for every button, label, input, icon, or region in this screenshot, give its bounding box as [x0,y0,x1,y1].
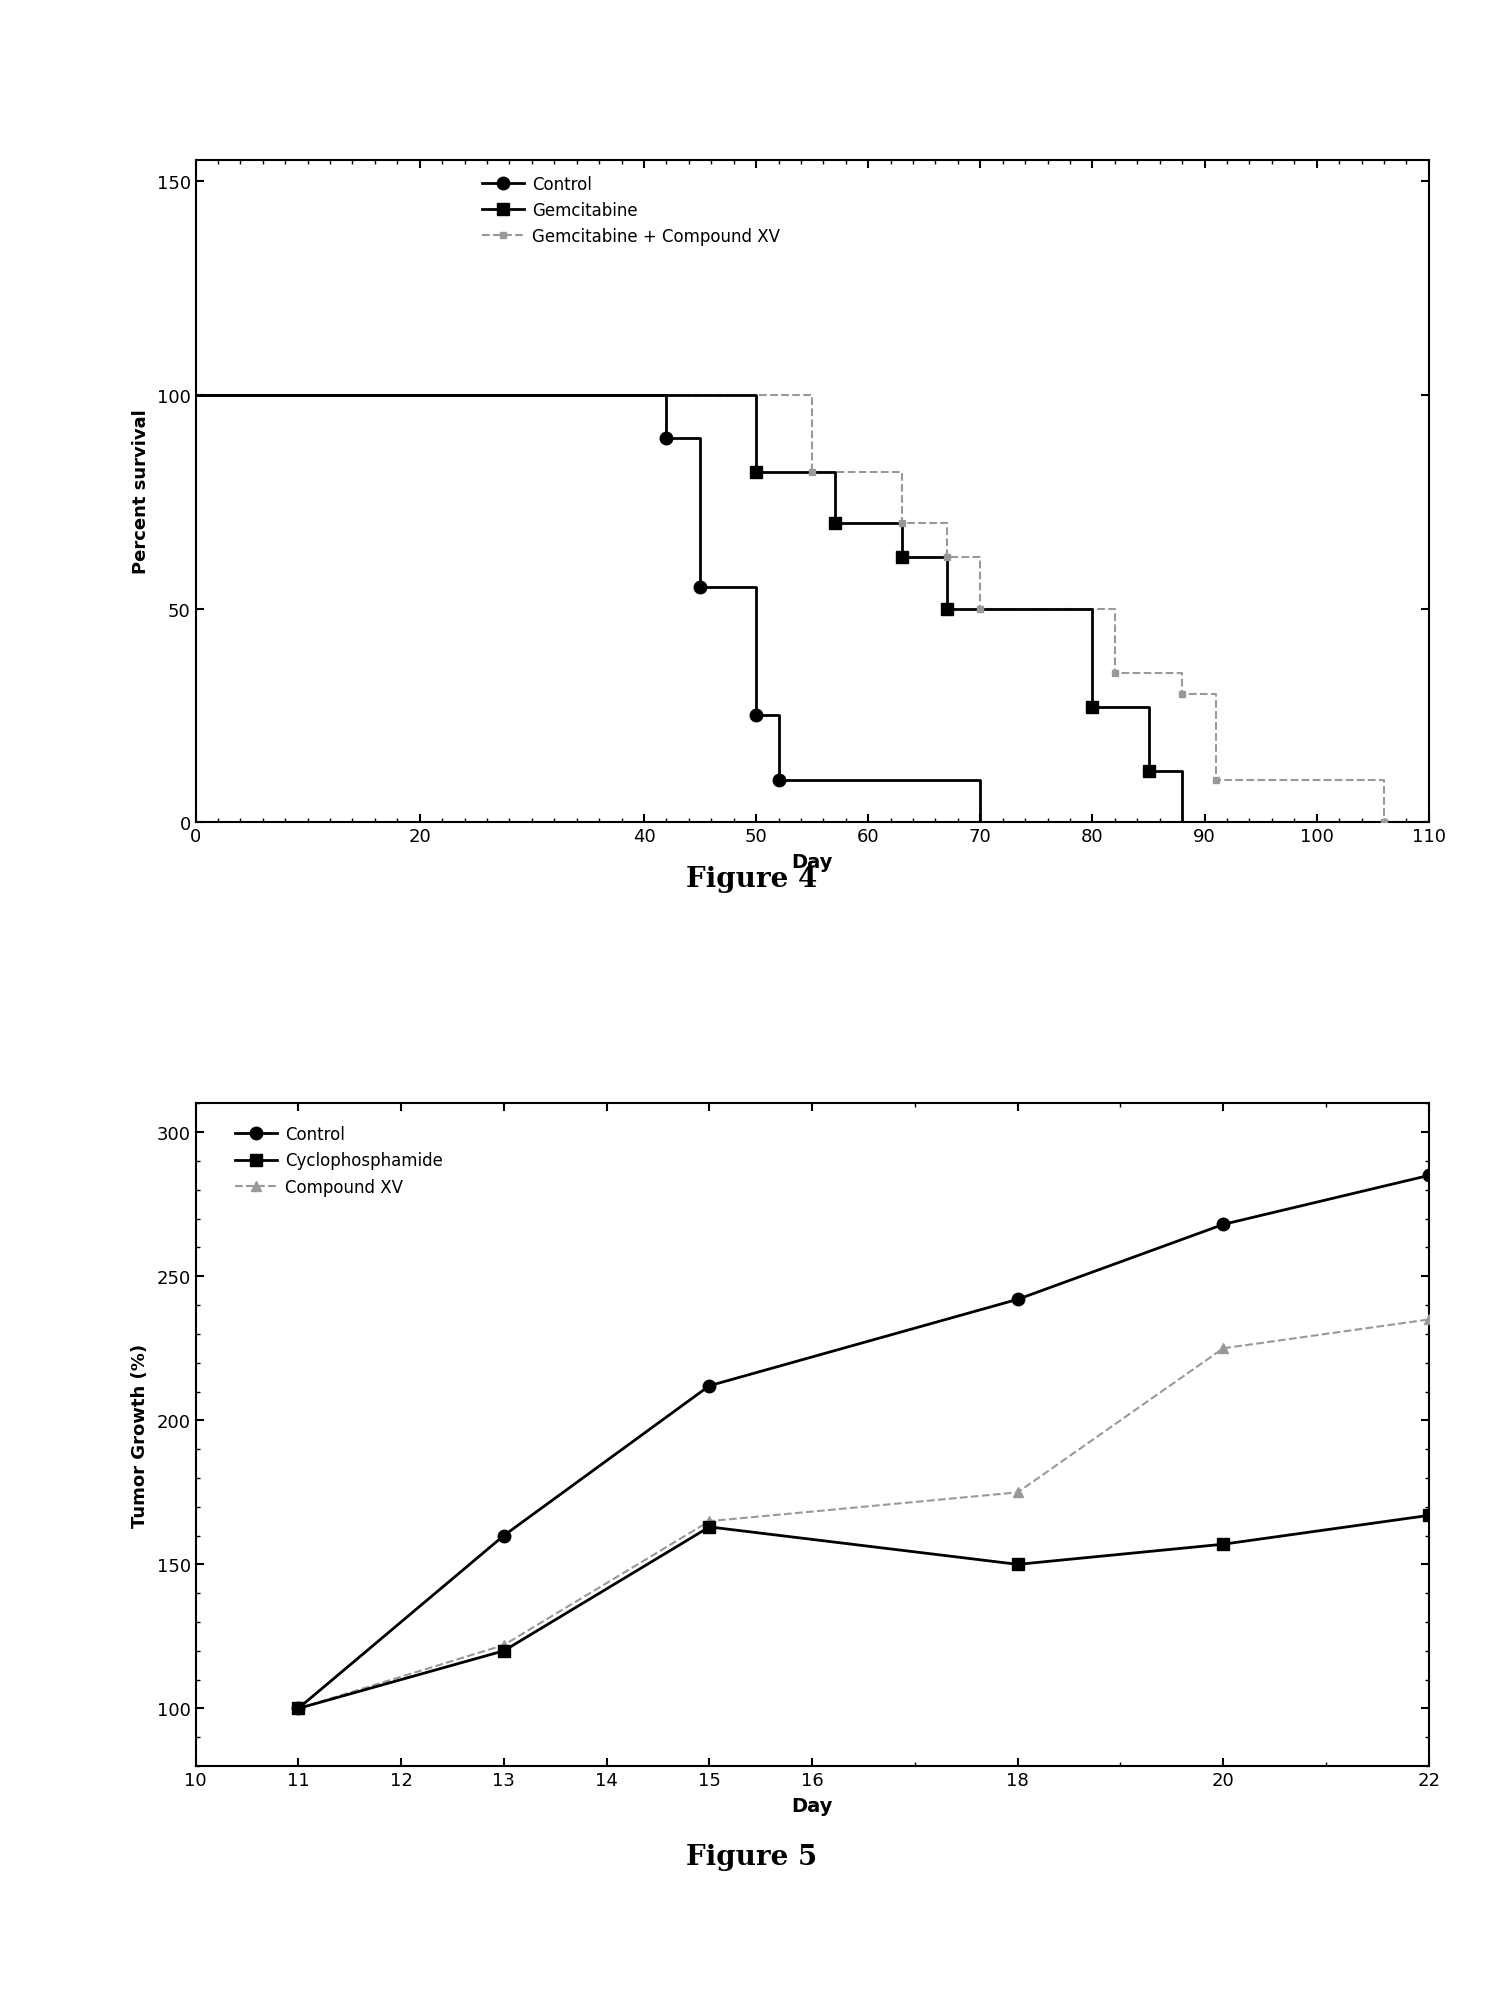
Control [701,1375,719,1399]
Control [1214,1212,1232,1236]
Line: Cyclophosphamide: Cyclophosphamide [293,1509,1435,1714]
Control [289,1696,307,1720]
Cyclophosphamide [289,1696,307,1720]
Y-axis label: Tumor Growth (%): Tumor Growth (%) [131,1343,149,1527]
Compound XV [1009,1481,1027,1505]
Text: Figure 5: Figure 5 [686,1842,818,1871]
Legend: Control, Cyclophosphamide, Compound XV: Control, Cyclophosphamide, Compound XV [229,1118,450,1202]
Control [1009,1288,1027,1313]
Line: Control: Control [292,1170,1435,1714]
Legend: Control, Gemcitabine, Gemcitabine + Compound XV: Control, Gemcitabine, Gemcitabine + Comp… [475,169,787,253]
Control [1420,1164,1438,1188]
Cyclophosphamide [1420,1503,1438,1527]
Cyclophosphamide [1214,1533,1232,1557]
Compound XV [701,1509,719,1533]
Control [495,1523,513,1547]
Cyclophosphamide [1009,1553,1027,1578]
X-axis label: Day: Day [791,1796,833,1814]
Y-axis label: Percent survival: Percent survival [131,409,149,574]
Line: Compound XV: Compound XV [293,1315,1433,1714]
Compound XV [1420,1309,1438,1333]
Cyclophosphamide [495,1640,513,1664]
Text: Figure 4: Figure 4 [686,865,818,893]
X-axis label: Day: Day [791,853,833,871]
Compound XV [495,1634,513,1658]
Compound XV [289,1696,307,1720]
Compound XV [1214,1337,1232,1361]
Cyclophosphamide [701,1515,719,1539]
